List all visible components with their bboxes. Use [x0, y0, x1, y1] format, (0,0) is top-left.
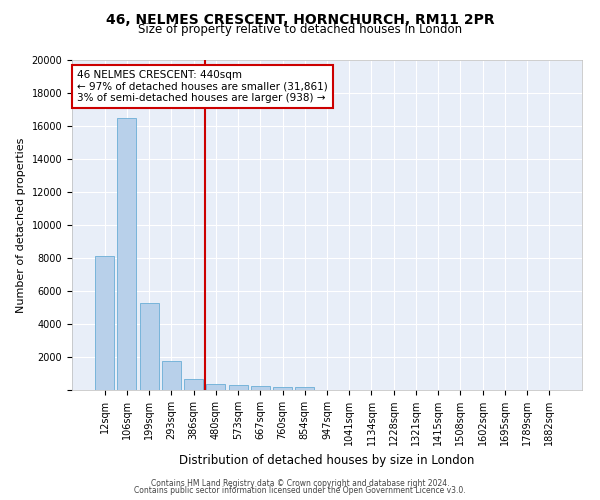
Bar [184, 379, 203, 390]
Bar [295, 388, 314, 390]
Bar [229, 386, 248, 390]
Text: Size of property relative to detached houses in London: Size of property relative to detached ho… [138, 22, 462, 36]
Bar [251, 386, 270, 390]
Text: 46, NELMES CRESCENT, HORNCHURCH, RM11 2PR: 46, NELMES CRESCENT, HORNCHURCH, RM11 2P… [106, 12, 494, 26]
Text: Contains public sector information licensed under the Open Government Licence v3: Contains public sector information licen… [134, 486, 466, 495]
Text: Contains HM Land Registry data © Crown copyright and database right 2024.: Contains HM Land Registry data © Crown c… [151, 478, 449, 488]
X-axis label: Distribution of detached houses by size in London: Distribution of detached houses by size … [179, 454, 475, 466]
Bar [118, 118, 136, 390]
Text: 46 NELMES CRESCENT: 440sqm
← 97% of detached houses are smaller (31,861)
3% of s: 46 NELMES CRESCENT: 440sqm ← 97% of deta… [77, 70, 328, 103]
Bar [95, 256, 114, 390]
Bar [206, 384, 225, 390]
Bar [273, 387, 292, 390]
Bar [140, 302, 158, 390]
Bar [162, 361, 181, 390]
Y-axis label: Number of detached properties: Number of detached properties [16, 138, 26, 312]
